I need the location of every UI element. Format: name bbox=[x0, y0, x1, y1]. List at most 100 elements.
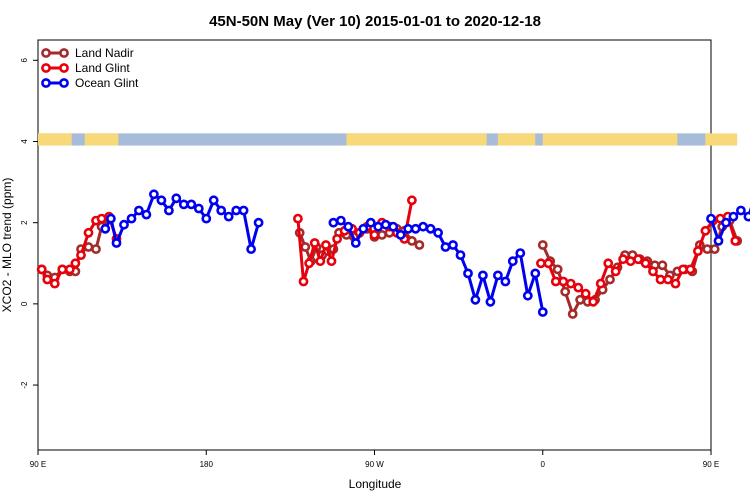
data-point bbox=[500, 276, 511, 287]
y-tick-label: 2 bbox=[20, 220, 29, 225]
data-point bbox=[91, 244, 101, 254]
data-point bbox=[332, 233, 342, 244]
data-point bbox=[730, 235, 741, 246]
data-point bbox=[57, 264, 68, 275]
data-point bbox=[560, 286, 571, 297]
data-point bbox=[406, 235, 417, 246]
data-point bbox=[49, 278, 60, 289]
data-point bbox=[706, 213, 716, 224]
legend-marker bbox=[41, 48, 51, 58]
map-land bbox=[497, 133, 536, 146]
series-ocean-glint bbox=[100, 189, 750, 317]
data-point bbox=[625, 256, 636, 267]
data-point bbox=[315, 256, 326, 267]
legend-label: Land Nadir bbox=[75, 46, 134, 60]
y-axis-label: XCO2 - MLO trend (ppm) bbox=[0, 178, 14, 313]
data-point bbox=[208, 195, 219, 206]
data-point bbox=[743, 211, 750, 222]
data-point bbox=[163, 205, 174, 216]
map-strip bbox=[38, 133, 738, 146]
legend-marker bbox=[41, 78, 51, 88]
data-point bbox=[300, 242, 311, 252]
data-point bbox=[201, 213, 212, 224]
data-point bbox=[736, 205, 746, 216]
data-point bbox=[70, 258, 81, 269]
y-axis: -2 0 2 4 6 bbox=[20, 58, 38, 389]
data-point bbox=[373, 221, 384, 232]
data-point bbox=[350, 238, 361, 248]
data-point bbox=[515, 248, 526, 258]
data-point bbox=[470, 294, 481, 305]
data-point bbox=[543, 258, 554, 269]
series-layer bbox=[36, 189, 750, 319]
x-tick-label: 90 E bbox=[703, 460, 719, 469]
data-point bbox=[133, 205, 144, 216]
y-tick-label: 0 bbox=[20, 301, 29, 306]
data-point bbox=[721, 217, 731, 228]
data-point bbox=[552, 264, 563, 275]
x-axis-label: Longitude bbox=[349, 477, 402, 491]
data-point bbox=[36, 264, 47, 275]
data-point bbox=[309, 238, 320, 248]
data-point bbox=[567, 309, 578, 319]
data-point bbox=[537, 240, 548, 250]
data-point bbox=[728, 211, 739, 222]
data-point bbox=[595, 278, 606, 289]
data-point bbox=[610, 266, 621, 277]
data-point bbox=[550, 276, 561, 287]
data-point bbox=[292, 213, 303, 224]
data-point bbox=[477, 270, 488, 281]
data-point bbox=[670, 278, 681, 289]
x-tick-label: 90 E bbox=[30, 460, 46, 469]
y-tick-label: 4 bbox=[20, 139, 29, 144]
data-point bbox=[186, 199, 197, 210]
data-point bbox=[448, 240, 458, 250]
y-tick-label: 6 bbox=[20, 58, 29, 63]
data-point bbox=[64, 264, 75, 275]
data-point bbox=[193, 203, 204, 214]
data-point bbox=[298, 276, 309, 287]
map-land bbox=[84, 133, 119, 146]
legend-label: Ocean Glint bbox=[75, 76, 139, 90]
data-point bbox=[700, 225, 711, 236]
data-point bbox=[358, 223, 369, 234]
data-point bbox=[96, 213, 107, 224]
data-point bbox=[455, 250, 466, 260]
data-point bbox=[106, 213, 116, 224]
data-point bbox=[693, 246, 703, 256]
data-point bbox=[395, 229, 406, 240]
data-point bbox=[369, 229, 380, 240]
data-point bbox=[507, 256, 518, 267]
map-land bbox=[38, 133, 72, 146]
data-point bbox=[100, 223, 111, 234]
data-point bbox=[365, 217, 376, 228]
data-point bbox=[536, 258, 546, 269]
data-point bbox=[605, 274, 615, 285]
data-point bbox=[580, 288, 591, 299]
data-point bbox=[433, 227, 443, 238]
data-point bbox=[141, 209, 152, 220]
data-point bbox=[304, 258, 314, 269]
data-point bbox=[603, 258, 614, 269]
data-point bbox=[537, 307, 548, 317]
data-point bbox=[335, 215, 346, 226]
data-point bbox=[414, 240, 425, 250]
chart-title: 45N-50N May (Ver 10) 2015-01-01 to 2020-… bbox=[209, 13, 541, 30]
data-point bbox=[406, 195, 417, 206]
data-point bbox=[178, 199, 189, 210]
data-point bbox=[216, 205, 227, 216]
map-land bbox=[705, 133, 738, 146]
plot-area bbox=[36, 39, 750, 451]
data-point bbox=[648, 266, 658, 277]
data-point bbox=[640, 258, 651, 269]
x-tick-label: 180 bbox=[200, 460, 214, 469]
data-point bbox=[485, 296, 496, 307]
data-point bbox=[633, 254, 643, 265]
data-point bbox=[320, 240, 331, 250]
data-point bbox=[558, 276, 569, 287]
data-point bbox=[425, 223, 436, 234]
data-point bbox=[148, 189, 159, 200]
data-point bbox=[492, 270, 503, 281]
